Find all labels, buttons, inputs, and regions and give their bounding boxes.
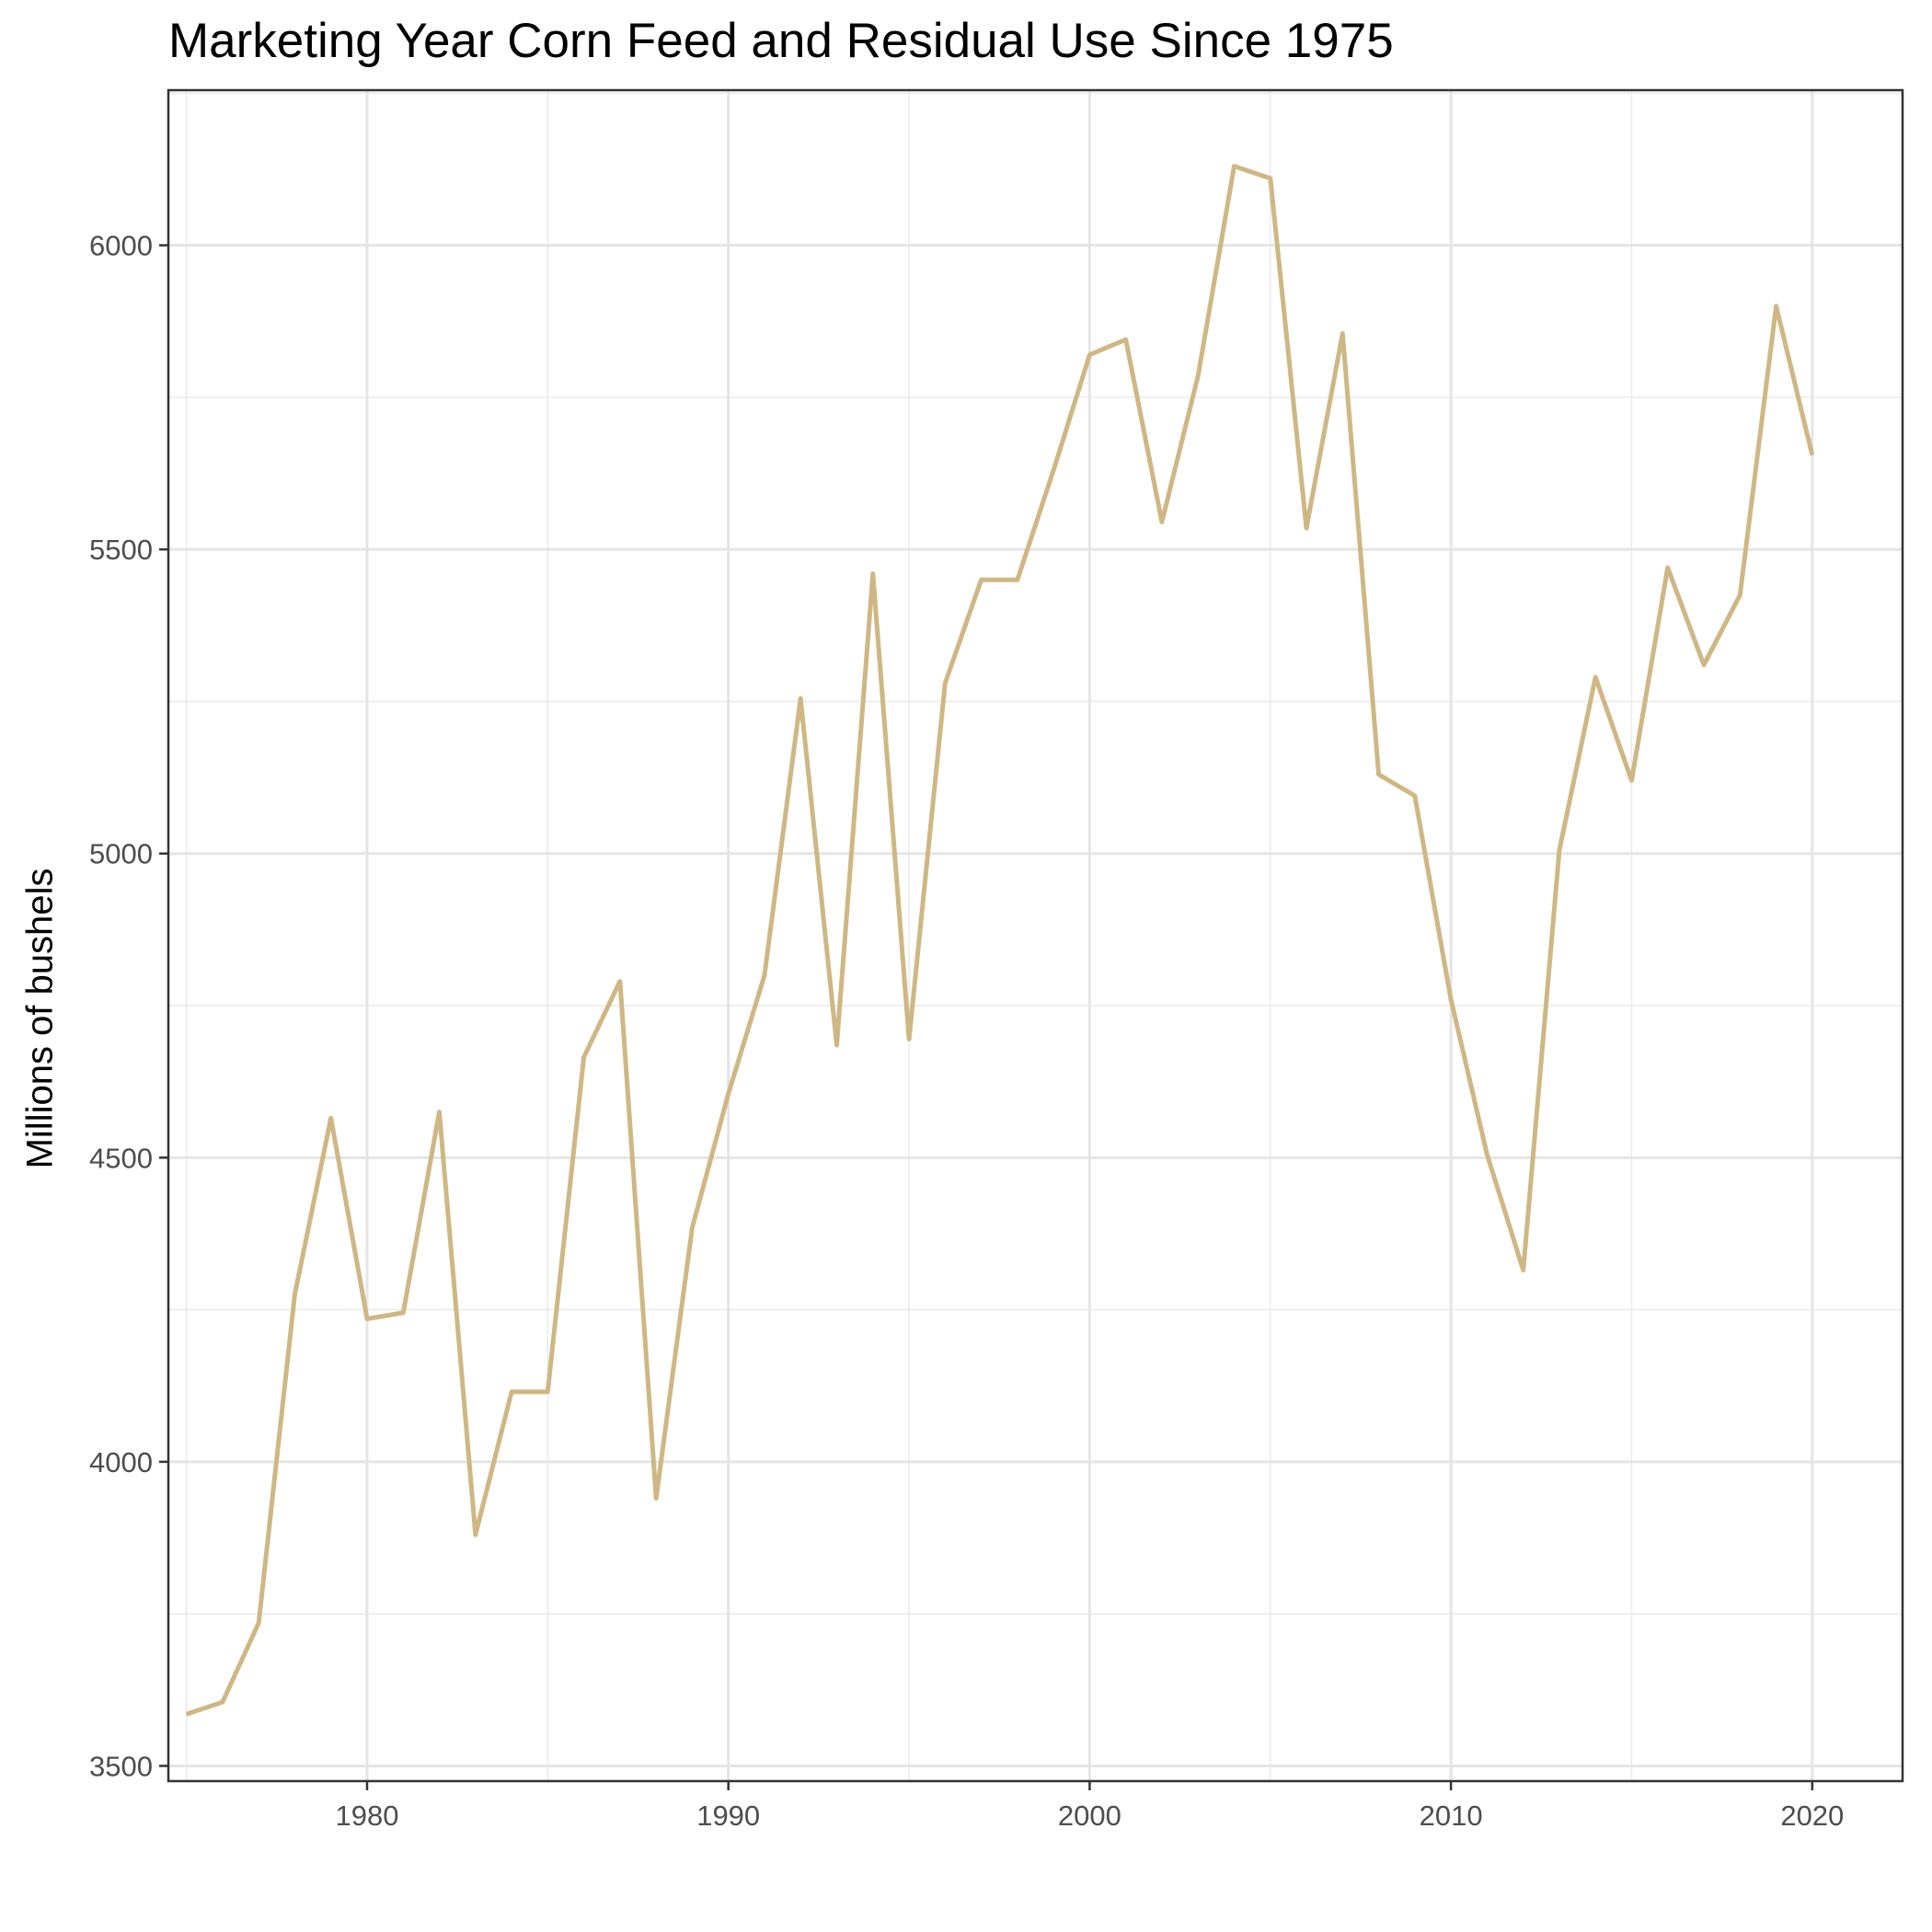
- data-point: [1810, 453, 1814, 457]
- data-point: [473, 1533, 477, 1537]
- x-tick-label: 1980: [336, 1800, 399, 1832]
- data-point: [1340, 331, 1345, 336]
- data-point: [1774, 304, 1778, 308]
- y-tick-label: 5000: [89, 838, 153, 870]
- data-point: [1376, 772, 1381, 776]
- y-tick-label: 4500: [89, 1142, 153, 1174]
- data-point: [220, 1700, 224, 1705]
- y-tick-label: 5500: [89, 534, 153, 566]
- series-line: [185, 164, 1815, 1717]
- data-point: [1232, 164, 1236, 168]
- data-point: [1305, 526, 1309, 531]
- data-point: [257, 1621, 261, 1626]
- data-point: [799, 696, 803, 701]
- y-tick-label: 6000: [89, 230, 153, 262]
- data-point: [1702, 662, 1707, 667]
- data-point: [726, 1091, 730, 1096]
- data-point: [1015, 578, 1019, 582]
- data-point: [328, 1116, 333, 1121]
- data-point: [943, 681, 948, 685]
- data-point: [1123, 338, 1128, 342]
- data-point: [1665, 566, 1670, 570]
- data-point: [1268, 176, 1272, 180]
- chart-title: Marketing Year Corn Feed and Residual Us…: [168, 14, 1394, 68]
- data-point: [401, 1310, 406, 1315]
- data-point: [581, 1055, 586, 1060]
- data-point: [1449, 997, 1454, 1002]
- data-point: [293, 1293, 297, 1297]
- data-point: [1629, 778, 1634, 783]
- tick-labels: 1980 1990 2000 2010 2020 3500 4000 4500 5000 5500…: [89, 230, 1844, 1832]
- data-point: [690, 1225, 695, 1230]
- y-tick-label: 3500: [89, 1750, 153, 1782]
- plot-panel-border: [167, 88, 1904, 1783]
- x-tick-label: 1990: [696, 1800, 760, 1832]
- data-point: [1412, 793, 1417, 798]
- data-point: [1485, 1153, 1489, 1157]
- data-point: [546, 1389, 550, 1394]
- data-point: [1738, 592, 1742, 597]
- data-point: [1052, 468, 1056, 473]
- data-point: [1159, 520, 1164, 524]
- data-point: [617, 979, 622, 983]
- data-point: [834, 1043, 839, 1048]
- data-point: [1087, 352, 1092, 357]
- data-point: [510, 1389, 514, 1394]
- data-point: [364, 1317, 369, 1321]
- data-point: [184, 1712, 189, 1717]
- data-point: [907, 1037, 912, 1041]
- data-point: [979, 578, 983, 582]
- data-point: [1593, 675, 1598, 680]
- axis-ticks: [159, 244, 1814, 1790]
- data-point: [762, 972, 766, 977]
- data-point: [1557, 848, 1561, 853]
- data-point: [870, 571, 875, 576]
- y-tick-label: 4000: [89, 1446, 153, 1478]
- minor-gridlines: [168, 90, 1903, 1781]
- data-point: [1196, 374, 1201, 378]
- data-point: [1521, 1268, 1525, 1272]
- x-tick-label: 2020: [1780, 1800, 1844, 1832]
- major-gridlines: [168, 90, 1903, 1781]
- series-layer: [184, 164, 1815, 1717]
- data-point: [654, 1496, 659, 1501]
- data-point: [437, 1110, 442, 1114]
- x-tick-label: 2000: [1058, 1800, 1121, 1832]
- x-tick-label: 2010: [1420, 1800, 1483, 1832]
